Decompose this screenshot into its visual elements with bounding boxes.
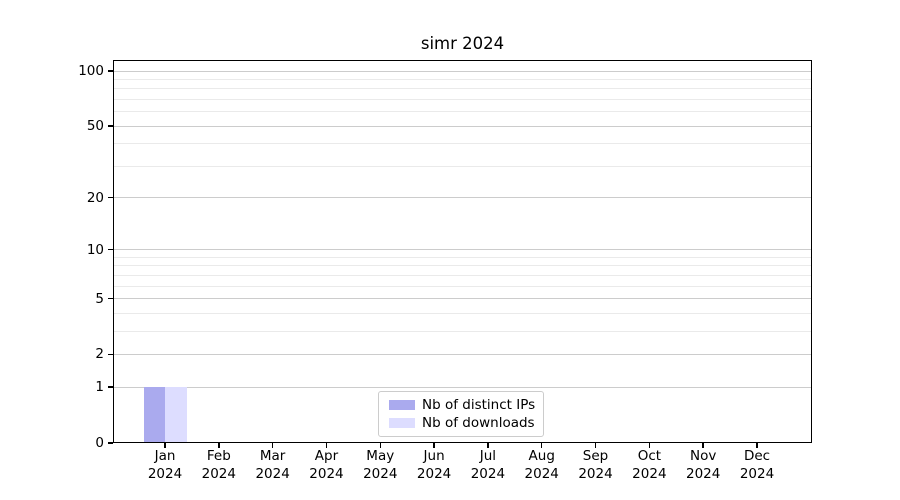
- y-major-gridline: [113, 298, 812, 300]
- y-major-gridline: [113, 353, 812, 355]
- x-tick-mark: [325, 443, 328, 448]
- chart-title: simr 2024: [420, 34, 505, 53]
- y-minor-gridline: [113, 98, 812, 100]
- y-tick-mark: [108, 248, 113, 251]
- x-axis-tick-label: Dec 2024: [725, 448, 789, 483]
- x-tick-year: 2024: [632, 465, 667, 482]
- x-tick-month: Jun: [423, 448, 445, 464]
- y-axis-tick-label: 2: [95, 346, 104, 363]
- x-axis-tick-label: Aug 2024: [510, 448, 574, 483]
- x-axis-tick-label: Feb 2024: [187, 448, 251, 483]
- x-tick-mark: [648, 443, 651, 448]
- x-axis-tick-label: Jun 2024: [402, 448, 466, 483]
- y-minor-gridline: [113, 312, 812, 314]
- x-tick-mark: [540, 443, 543, 448]
- x-axis-tick-label: Oct 2024: [617, 448, 681, 483]
- legend-swatch: [389, 400, 415, 410]
- y-axis-tick-label: 50: [86, 118, 104, 135]
- x-tick-year: 2024: [201, 465, 236, 482]
- x-tick-month: Apr: [314, 448, 339, 464]
- x-tick-mark: [164, 443, 166, 448]
- x-tick-year: 2024: [739, 465, 775, 482]
- x-tick-year: 2024: [685, 465, 721, 482]
- y-tick-mark: [108, 70, 113, 72]
- x-tick-mark: [487, 443, 489, 448]
- x-tick-year: 2024: [470, 465, 506, 482]
- y-minor-gridline: [113, 165, 812, 167]
- x-tick-month: Jul: [479, 448, 497, 464]
- y-minor-gridline: [113, 265, 812, 267]
- x-tick-year: 2024: [147, 465, 183, 482]
- x-axis-tick-label: Jul 2024: [456, 448, 520, 483]
- legend-item: Nb of downloads: [389, 415, 535, 431]
- bar-downloads: [165, 387, 187, 443]
- legend-item: Nb of distinct IPs: [389, 397, 536, 413]
- x-tick-month: Jan: [154, 448, 176, 464]
- y-minor-gridline: [113, 143, 812, 145]
- y-minor-gridline: [113, 88, 812, 90]
- x-axis-tick-label: May 2024: [348, 448, 412, 483]
- x-tick-year: 2024: [363, 465, 398, 482]
- x-axis-tick-label: Nov 2024: [671, 448, 735, 483]
- x-axis-tick-label: Jan 2024: [133, 448, 197, 483]
- x-tick-mark: [594, 443, 597, 448]
- y-axis-tick-label: 10: [86, 241, 104, 258]
- y-tick-mark: [108, 297, 113, 300]
- y-major-gridline: [113, 197, 812, 199]
- x-tick-mark: [271, 443, 274, 448]
- y-minor-gridline: [113, 285, 812, 287]
- x-tick-year: 2024: [578, 465, 613, 482]
- y-axis-tick-label: 20: [86, 189, 104, 206]
- x-tick-month: Oct: [637, 448, 662, 464]
- x-tick-month: Sep: [582, 448, 609, 464]
- x-tick-month: Dec: [743, 448, 771, 464]
- y-tick-mark: [108, 196, 113, 199]
- legend-swatch: [389, 418, 415, 428]
- x-tick-month: May: [366, 448, 395, 464]
- y-tick-mark: [108, 442, 113, 444]
- x-axis-tick-label: Mar 2024: [241, 448, 305, 483]
- y-axis-tick-label: 1: [95, 379, 104, 396]
- y-major-gridline: [113, 386, 812, 388]
- y-minor-gridline: [113, 111, 812, 113]
- y-minor-gridline: [113, 256, 812, 258]
- y-minor-gridline: [113, 78, 812, 80]
- x-axis-tick-label: Sep 2024: [564, 448, 628, 483]
- legend-label: Nb of downloads: [422, 415, 535, 431]
- x-tick-month: Aug: [528, 448, 555, 464]
- y-major-gridline: [113, 249, 812, 251]
- x-tick-month: Feb: [206, 448, 231, 464]
- x-tick-mark: [433, 443, 435, 448]
- y-tick-mark: [108, 125, 113, 127]
- plot-frame: [113, 60, 812, 443]
- y-tick-mark: [108, 386, 113, 388]
- x-tick-mark: [756, 443, 758, 448]
- legend-label: Nb of distinct IPs: [422, 397, 536, 413]
- x-tick-month: Mar: [259, 448, 286, 464]
- x-tick-month: Nov: [689, 448, 717, 464]
- x-tick-year: 2024: [309, 465, 344, 482]
- y-minor-gridline: [113, 274, 812, 276]
- y-major-gridline: [113, 70, 812, 72]
- x-tick-year: 2024: [524, 465, 559, 482]
- legend: Nb of distinct IPs Nb of downloads: [378, 391, 544, 437]
- y-major-gridline: [113, 125, 812, 127]
- x-tick-year: 2024: [416, 465, 452, 482]
- bar-distinct-ips: [143, 387, 165, 443]
- y-axis-tick-label: 0: [95, 435, 104, 451]
- y-axis-tick-label: 100: [78, 63, 104, 79]
- y-axis-tick-label: 5: [95, 290, 104, 307]
- y-tick-mark: [108, 353, 113, 356]
- x-tick-mark: [218, 443, 220, 448]
- x-tick-mark: [379, 443, 382, 448]
- x-axis-tick-label: Apr 2024: [294, 448, 358, 483]
- x-tick-mark: [702, 443, 704, 448]
- x-tick-year: 2024: [255, 465, 290, 482]
- y-minor-gridline: [113, 330, 812, 332]
